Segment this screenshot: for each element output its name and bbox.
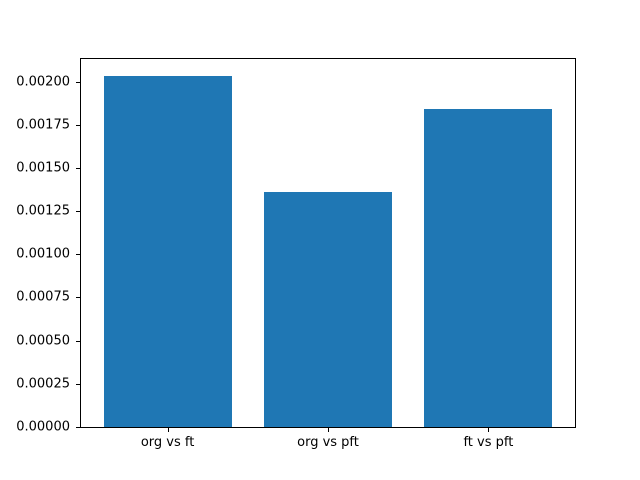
y-tick-mark xyxy=(76,124,80,126)
y-tick-mark xyxy=(76,427,80,428)
y-tick-label: 0.00025 xyxy=(16,376,70,392)
y-tick-mark xyxy=(76,383,80,385)
y-tick-mark xyxy=(76,167,80,169)
bar-org-vs-ft xyxy=(103,76,232,427)
y-tick-label: 0.00175 xyxy=(16,117,70,133)
y-tick-label: 0.00125 xyxy=(16,203,70,219)
y-tick-mark xyxy=(76,297,80,299)
x-tick-mark xyxy=(328,428,329,432)
y-tick-label: 0.00200 xyxy=(16,74,70,89)
y-tick-label: 0.00100 xyxy=(16,246,70,262)
y-tick-mark xyxy=(76,81,80,83)
bar-ft-vs-pft xyxy=(424,109,553,427)
bar-org-vs-pft xyxy=(263,192,393,427)
axes-plot-area: 0.00000 0.00025 0.00050 0.00075 0.00100 0.001… xyxy=(16,58,576,449)
x-tick-label: ft vs pft xyxy=(463,435,514,450)
y-tick-mark xyxy=(76,211,80,212)
y-tick-label: 0.00150 xyxy=(16,160,70,176)
y-tick-mark xyxy=(76,340,80,342)
x-tick-label: org vs ft xyxy=(140,435,195,450)
x-tick-mark xyxy=(167,428,169,432)
y-tick-mark xyxy=(76,254,80,256)
x-tick-mark xyxy=(488,428,490,432)
y-tick-label: 0.00050 xyxy=(16,333,70,349)
y-tick-label: 0.00000 xyxy=(16,419,70,435)
y-tick-label: 0.00075 xyxy=(16,289,70,305)
x-tick-label: org vs pft xyxy=(297,435,359,450)
